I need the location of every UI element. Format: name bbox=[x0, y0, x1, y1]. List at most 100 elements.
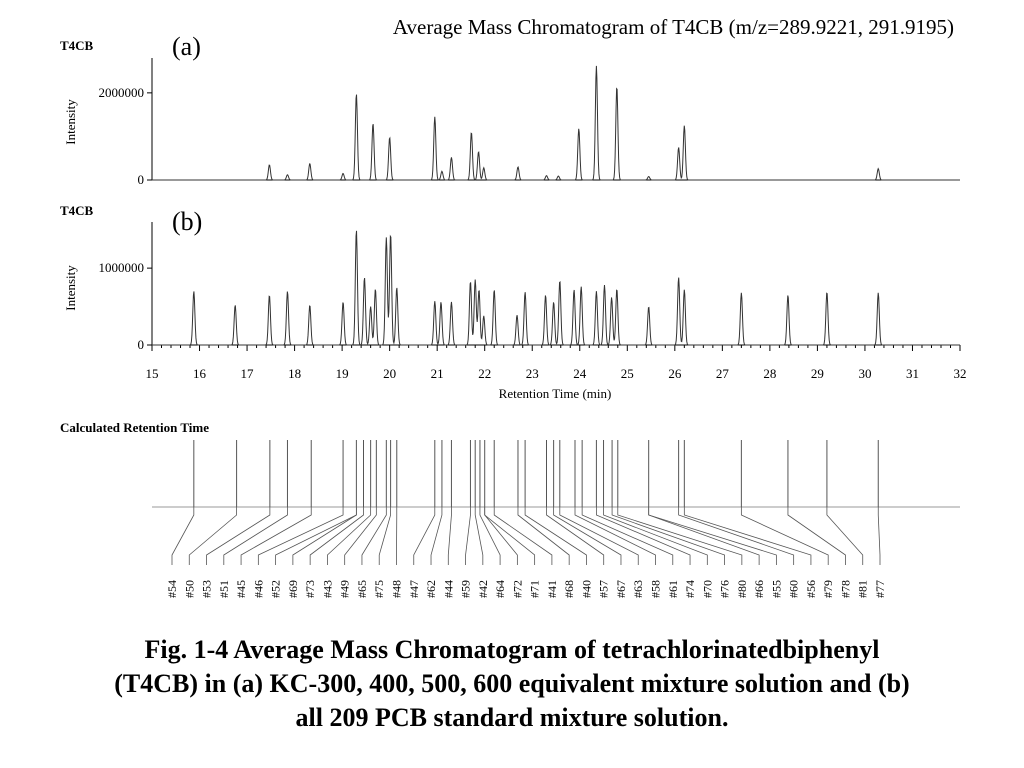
congener-label: #52 bbox=[269, 580, 283, 598]
calculated-rt-panel: Calculated Retention Time #54 #50 #53 #51 #4… bbox=[60, 420, 960, 598]
congener-leader-line bbox=[223, 507, 288, 565]
panel-b-x-tick-label: 26 bbox=[668, 366, 682, 381]
congener-label: #66 bbox=[752, 580, 766, 598]
congener-label: #41 bbox=[545, 580, 559, 598]
congener-label: #55 bbox=[769, 580, 783, 598]
congener-label: #75 bbox=[372, 580, 386, 598]
congener-label: #71 bbox=[528, 580, 542, 598]
panel-b-trace bbox=[152, 230, 960, 346]
congener-label: #81 bbox=[856, 580, 870, 598]
panel-b-x-tick-label: 17 bbox=[241, 366, 255, 381]
congener-leader-line bbox=[546, 507, 605, 565]
congener-leader-line bbox=[465, 507, 471, 565]
panel-b-y-tick-label: 1000000 bbox=[99, 260, 145, 275]
congener-label: #79 bbox=[821, 580, 835, 598]
congener-leader-line bbox=[787, 507, 846, 565]
panel-b-x-tick-label: 18 bbox=[288, 366, 301, 381]
panel-b-y-tick-label: 0 bbox=[138, 337, 145, 352]
congener-label: #62 bbox=[424, 580, 438, 598]
congener-label: #45 bbox=[234, 580, 248, 598]
panel-b-x-tick-label: 28 bbox=[763, 366, 776, 381]
congener-leader-lines bbox=[171, 507, 881, 565]
congener-label: #68 bbox=[562, 580, 576, 598]
congener-leader-line bbox=[309, 507, 364, 565]
congener-leader-line bbox=[378, 507, 391, 565]
congener-label: #42 bbox=[476, 580, 490, 598]
panel-b-x-tick-label: 22 bbox=[478, 366, 491, 381]
congener-leader-line bbox=[292, 507, 357, 565]
calculated-rt-sticks bbox=[193, 440, 879, 507]
panel-a-label: (a) bbox=[172, 32, 201, 61]
congener-label: #54 bbox=[165, 580, 179, 598]
panel-b-x-tick-label: 31 bbox=[906, 366, 919, 381]
congener-label: #46 bbox=[251, 580, 265, 598]
congener-leader-line bbox=[447, 507, 452, 565]
congener-label: #65 bbox=[355, 580, 369, 598]
congener-leader-line bbox=[826, 507, 864, 565]
caption-line-3: all 209 PCB standard mixture solution. bbox=[295, 703, 729, 732]
congener-label: #51 bbox=[217, 580, 231, 598]
congener-leader-line bbox=[877, 507, 881, 565]
congener-leader-line bbox=[603, 507, 708, 565]
congener-leader-line bbox=[648, 507, 777, 565]
congener-label: #48 bbox=[389, 580, 403, 598]
panel-b-x-tick-label: 24 bbox=[573, 366, 587, 381]
panel-b-x-tick-label: 27 bbox=[716, 366, 730, 381]
congener-label: #59 bbox=[459, 580, 473, 598]
congener-label: #50 bbox=[182, 580, 196, 598]
panel-b-x-tick-label: 19 bbox=[336, 366, 349, 381]
congener-leader-line bbox=[617, 507, 743, 565]
panel-a-chromatogram: T4CB (a) Intensity 0 2000000 bbox=[60, 32, 960, 187]
congener-leader-line bbox=[188, 507, 238, 565]
congener-label: #44 bbox=[441, 580, 455, 598]
congener-labels: #54 #50 #53 #51 #45 #46 #52 #69 #73 #43 #49 #65 #75 #… bbox=[165, 580, 887, 598]
panel-a-y-ticks: 0 2000000 bbox=[99, 85, 152, 187]
congener-label: #64 bbox=[493, 580, 507, 598]
panel-b-chromatogram: T4CB (b) Intensity 0 1000000 15 16 17 18 19 20… bbox=[60, 203, 967, 401]
congener-leader-line bbox=[517, 507, 570, 565]
panel-b-label: (b) bbox=[172, 207, 202, 236]
congener-leader-line bbox=[484, 507, 536, 565]
congener-leader-line bbox=[581, 507, 674, 565]
panel-b-x-axis-label: Retention Time (min) bbox=[499, 386, 612, 401]
panel-b-x-tick-label: 15 bbox=[146, 366, 159, 381]
congener-leader-line bbox=[484, 507, 518, 565]
congener-leader-line bbox=[553, 507, 622, 565]
panel-a-y-axis-label: Intensity bbox=[63, 99, 78, 145]
caption-line-1: Fig. 1-4 Average Mass Chromatogram of te… bbox=[144, 635, 880, 664]
panel-a-y-tick-label: 0 bbox=[138, 172, 145, 187]
panel-b-x-tick-label: 21 bbox=[431, 366, 444, 381]
congener-label: #76 bbox=[718, 580, 732, 598]
congener-leader-line bbox=[413, 507, 436, 565]
congener-leader-line bbox=[683, 507, 812, 565]
congener-leader-line bbox=[493, 507, 553, 565]
congener-leader-line bbox=[275, 507, 357, 565]
congener-label: #58 bbox=[649, 580, 663, 598]
panel-a-trace bbox=[152, 65, 960, 181]
congener-label: #67 bbox=[614, 580, 628, 598]
figure-caption: Fig. 1-4 Average Mass Chromatogram of te… bbox=[40, 633, 984, 735]
caption-line-2: (T4CB) in (a) KC-300, 400, 500, 600 equi… bbox=[114, 669, 910, 698]
congener-leader-line bbox=[678, 507, 795, 565]
congener-leader-line bbox=[479, 507, 501, 565]
panel-b-x-tick-label: 25 bbox=[621, 366, 634, 381]
congener-label: #80 bbox=[735, 580, 749, 598]
panel-b-x-tick-label: 20 bbox=[383, 366, 396, 381]
figure-title: Average Mass Chromatogram of T4CB (m/z=2… bbox=[393, 15, 954, 39]
congener-leader-line bbox=[257, 507, 344, 565]
congener-leader-line bbox=[206, 507, 271, 565]
panel-b-x-tick-label: 29 bbox=[811, 366, 824, 381]
congener-leader-line bbox=[611, 507, 725, 565]
congener-label: #77 bbox=[873, 580, 887, 598]
chromatogram-figure: Average Mass Chromatogram of T4CB (m/z=2… bbox=[60, 15, 967, 598]
panel-a-y-tick-label: 2000000 bbox=[99, 85, 145, 100]
calculated-rt-title: Calculated Retention Time bbox=[60, 420, 209, 435]
congener-label: #63 bbox=[631, 580, 645, 598]
congener-label: #49 bbox=[338, 580, 352, 598]
congener-leader-line bbox=[171, 507, 195, 565]
congener-leader-line bbox=[344, 507, 377, 565]
congener-label: #61 bbox=[666, 580, 680, 598]
panel-b-x-tick-label: 30 bbox=[858, 366, 871, 381]
congener-label: #73 bbox=[303, 580, 317, 598]
congener-leader-line bbox=[327, 507, 372, 565]
